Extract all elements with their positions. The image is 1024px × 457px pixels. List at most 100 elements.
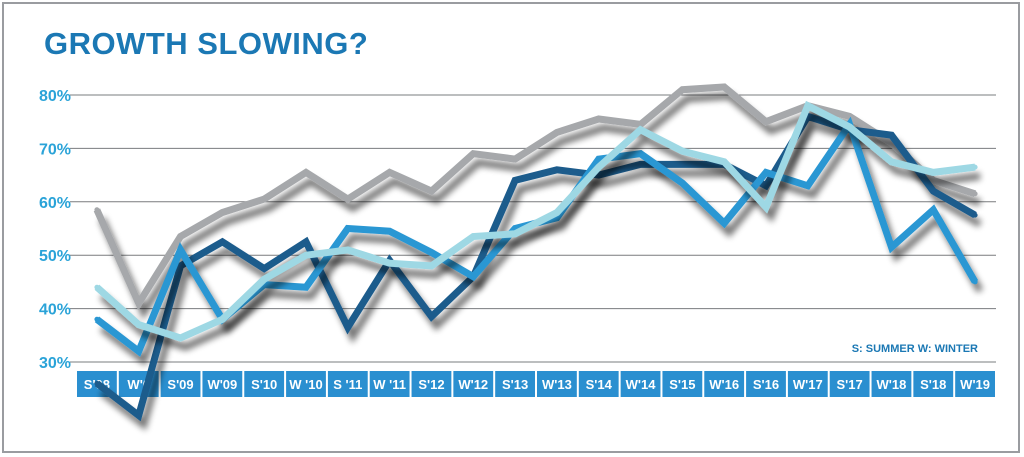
x-tick-label: W'17 <box>793 377 823 392</box>
series-line <box>94 100 976 342</box>
x-category-cell <box>244 371 285 397</box>
data-point <box>303 284 309 290</box>
data-point <box>345 324 351 330</box>
x-tick-label: S'18 <box>920 377 946 392</box>
x-tick-label: W'18 <box>877 377 907 392</box>
y-tick-label: 40% <box>39 302 71 319</box>
data-point <box>638 151 644 157</box>
data-point <box>679 148 685 154</box>
data-point <box>345 247 351 253</box>
data-point <box>94 207 100 213</box>
data-point <box>930 188 936 194</box>
x-category-cell <box>411 371 452 397</box>
data-point <box>178 247 184 253</box>
data-point <box>972 279 978 285</box>
data-point <box>512 231 518 237</box>
data-point <box>136 348 142 354</box>
data-point <box>554 167 560 173</box>
data-point <box>261 276 267 282</box>
data-point <box>763 119 769 125</box>
data-point <box>178 335 184 341</box>
y-tick-label: 50% <box>39 248 71 265</box>
x-tick-label: S'13 <box>502 377 528 392</box>
x-axis-band: S'08W'0S'09W'09S'10W '10S '11W '11S'12W'… <box>76 371 996 397</box>
x-category-cell <box>537 371 577 397</box>
data-point <box>679 87 685 93</box>
x-category-cell <box>955 371 995 397</box>
x-category-cell <box>829 371 870 397</box>
x-tick-label: S'17 <box>837 377 863 392</box>
data-point <box>930 169 936 175</box>
x-category-cell <box>495 371 535 397</box>
x-category-cell <box>202 371 243 397</box>
data-point <box>721 84 727 90</box>
data-point <box>847 124 853 130</box>
x-category-cell <box>160 371 201 397</box>
x-category-cell <box>286 371 326 397</box>
x-category-cell <box>453 371 494 397</box>
data-point <box>805 183 811 189</box>
data-point <box>387 260 393 266</box>
data-point <box>387 228 393 234</box>
x-category-cell <box>787 371 828 397</box>
x-tick-label: S'10 <box>251 377 277 392</box>
data-point <box>596 116 602 122</box>
data-point <box>428 314 434 320</box>
data-point <box>470 234 476 240</box>
x-tick-label: W'19 <box>960 377 990 392</box>
chart-title: GROWTH SLOWING? <box>44 26 369 61</box>
data-point <box>94 316 100 322</box>
data-point <box>470 274 476 280</box>
x-tick-label: W'09 <box>207 377 237 392</box>
season-legend-note: S: SUMMER W: WINTER <box>852 343 978 355</box>
series-lines <box>93 83 979 422</box>
data-point <box>805 103 811 109</box>
data-point <box>428 250 434 256</box>
data-point <box>596 156 602 162</box>
data-point <box>178 234 184 240</box>
x-category-cell <box>746 371 786 397</box>
data-point <box>261 196 267 202</box>
x-tick-label: S'09 <box>167 377 193 392</box>
x-tick-label: W '10 <box>289 377 322 392</box>
data-point <box>470 151 476 157</box>
data-point <box>638 161 644 167</box>
x-category-cell <box>369 371 410 397</box>
data-point <box>387 169 393 175</box>
data-point <box>261 266 267 272</box>
data-point <box>136 300 142 306</box>
data-point <box>219 316 225 322</box>
x-tick-label: S '11 <box>333 377 362 392</box>
data-point <box>219 239 225 245</box>
data-point <box>219 209 225 215</box>
x-category-cell <box>704 371 745 397</box>
data-point <box>345 226 351 231</box>
y-axis-ticks: 30% 40% 50% 60% 70% 80% <box>39 88 71 372</box>
data-point <box>512 177 518 183</box>
x-tick-label: W'12 <box>458 377 488 392</box>
data-point <box>679 180 685 186</box>
data-point <box>638 121 644 127</box>
data-point <box>596 164 602 170</box>
data-point <box>721 159 727 165</box>
data-point <box>596 172 602 178</box>
data-point <box>888 132 894 138</box>
data-point <box>94 380 100 386</box>
data-point <box>428 188 434 194</box>
data-point <box>930 177 936 183</box>
data-point <box>303 252 309 258</box>
x-category-cell <box>871 371 912 397</box>
x-tick-label: W'16 <box>709 377 739 392</box>
x-category-cell <box>913 371 954 397</box>
data-point <box>888 159 894 165</box>
data-point <box>763 169 769 175</box>
x-tick-label: W'13 <box>542 377 572 392</box>
series-1 <box>93 83 978 311</box>
data-point <box>972 212 978 218</box>
data-point <box>512 156 518 162</box>
y-tick-label: 30% <box>39 355 71 372</box>
data-point <box>178 263 184 269</box>
data-point <box>554 209 560 215</box>
x-tick-label: W'14 <box>626 377 657 392</box>
x-tick-label: S'14 <box>586 377 613 392</box>
